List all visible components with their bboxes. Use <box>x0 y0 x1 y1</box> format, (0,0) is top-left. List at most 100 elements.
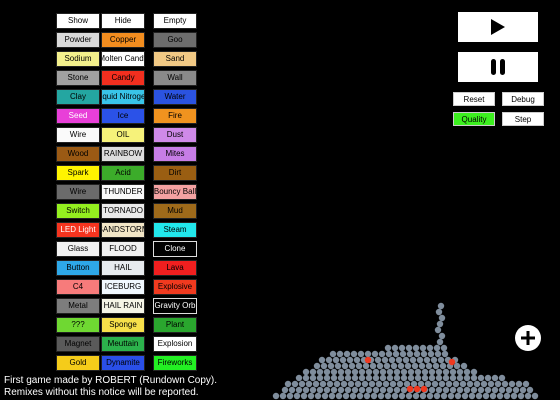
particle <box>385 350 393 358</box>
element-tile[interactable]: Water <box>153 89 197 105</box>
element-tile[interactable]: Magnet <box>56 336 100 352</box>
particle <box>439 362 447 370</box>
element-tile[interactable]: Bouncy Ball <box>153 184 197 200</box>
simulation-canvas[interactable] <box>270 300 560 400</box>
particle <box>343 350 351 358</box>
element-tile[interactable]: Dynamite <box>101 355 145 371</box>
element-label: Water <box>164 92 186 101</box>
particle <box>447 392 455 400</box>
element-tile[interactable]: RAINBOW <box>101 146 145 162</box>
element-tile[interactable]: Powder <box>56 32 100 48</box>
element-tile[interactable]: Clone <box>153 241 197 257</box>
element-tile[interactable]: Sand <box>153 51 197 67</box>
element-tile[interactable]: HAIL RAIN <box>101 298 145 314</box>
particle <box>461 392 469 400</box>
particle <box>307 392 315 400</box>
element-tile[interactable]: Steam <box>153 222 197 238</box>
element-label: Steam <box>163 225 187 234</box>
element-tile[interactable]: Copper <box>101 32 145 48</box>
element-tile[interactable]: HAIL <box>101 260 145 276</box>
element-tile[interactable]: Empty <box>153 13 197 29</box>
particle <box>393 386 401 394</box>
particle <box>414 368 422 376</box>
element-tile[interactable]: Plant <box>153 317 197 333</box>
element-tile[interactable]: Show <box>56 13 100 29</box>
element-tile[interactable]: ICEBURG <box>101 279 145 295</box>
element-tile[interactable]: Glass <box>56 241 100 257</box>
particle <box>410 380 418 388</box>
element-tile[interactable]: Molten Candy <box>101 51 145 67</box>
particle <box>371 350 379 358</box>
particle <box>362 362 370 370</box>
element-tile[interactable]: Ice <box>101 108 145 124</box>
element-tile[interactable]: Explosive <box>153 279 197 295</box>
element-tile[interactable]: Gravity Orb <box>153 298 197 314</box>
step-button[interactable]: Step <box>502 112 544 126</box>
pause-button[interactable] <box>458 52 538 82</box>
particle <box>498 386 506 394</box>
particle <box>344 368 352 376</box>
particle <box>321 392 329 400</box>
quality-button[interactable]: Quality <box>453 112 495 126</box>
particle <box>341 362 349 370</box>
element-tile[interactable]: Acid <box>101 165 145 181</box>
element-tile[interactable]: Clay <box>56 89 100 105</box>
particle <box>336 350 344 358</box>
element-tile[interactable]: THUNDER <box>101 184 145 200</box>
element-label: Hide <box>114 16 132 25</box>
play-button[interactable] <box>458 12 538 42</box>
element-tile[interactable]: Fire <box>153 108 197 124</box>
element-tile[interactable]: Liquid Nitrogen <box>101 89 145 105</box>
element-tile[interactable]: Gold <box>56 355 100 371</box>
element-tile[interactable]: Mites <box>153 146 197 162</box>
element-tile[interactable]: ??? <box>56 317 100 333</box>
element-tile[interactable]: Dust <box>153 127 197 143</box>
element-tile[interactable]: TORNADO <box>101 203 145 219</box>
element-label: Wire <box>69 130 87 139</box>
element-tile[interactable]: Sodium <box>56 51 100 67</box>
reset-button[interactable]: Reset <box>453 92 495 106</box>
element-tile[interactable]: Wire <box>56 184 100 200</box>
particle <box>386 386 394 394</box>
element-tile[interactable]: Seed <box>56 108 100 124</box>
element-tile[interactable]: Explosion <box>153 336 197 352</box>
particle <box>505 386 513 394</box>
particle <box>337 386 345 394</box>
particle <box>477 374 485 382</box>
element-tile[interactable]: OIL <box>101 127 145 143</box>
element-tile[interactable]: Switch <box>56 203 100 219</box>
particle <box>288 386 296 394</box>
particle <box>309 368 317 376</box>
element-tile[interactable]: Sponge <box>101 317 145 333</box>
element-tile[interactable]: Wall <box>153 70 197 86</box>
element-tile[interactable]: Dirt <box>153 165 197 181</box>
element-tile[interactable]: Wood <box>56 146 100 162</box>
element-tile[interactable]: Candy <box>101 70 145 86</box>
element-tile[interactable]: Lava <box>153 260 197 276</box>
element-tile[interactable]: Meuttain <box>101 336 145 352</box>
element-tile[interactable]: LED Light <box>56 222 100 238</box>
particle <box>309 374 317 382</box>
particle <box>376 362 384 370</box>
element-tile[interactable]: Spark <box>56 165 100 181</box>
particle <box>396 380 404 388</box>
element-tile[interactable]: Fireworks <box>153 355 197 371</box>
element-tile[interactable]: Button <box>56 260 100 276</box>
element-tile[interactable]: Stone <box>56 70 100 86</box>
particle <box>357 350 365 358</box>
particle <box>438 380 446 388</box>
element-tile[interactable]: SANDSTORM <box>101 222 145 238</box>
element-tile[interactable]: FLOOD <box>101 241 145 257</box>
element-label: Empty <box>163 16 187 25</box>
element-tile[interactable]: Wire <box>56 127 100 143</box>
add-button[interactable] <box>515 325 541 351</box>
particle <box>449 386 457 394</box>
element-tile[interactable]: Goo <box>153 32 197 48</box>
particle <box>452 380 460 388</box>
debug-button[interactable]: Debug <box>502 92 544 106</box>
element-tile[interactable]: Mud <box>153 203 197 219</box>
element-tile[interactable]: C4 <box>56 279 100 295</box>
particle <box>351 386 359 394</box>
element-tile[interactable]: Hide <box>101 13 145 29</box>
element-tile[interactable]: Metal <box>56 298 100 314</box>
